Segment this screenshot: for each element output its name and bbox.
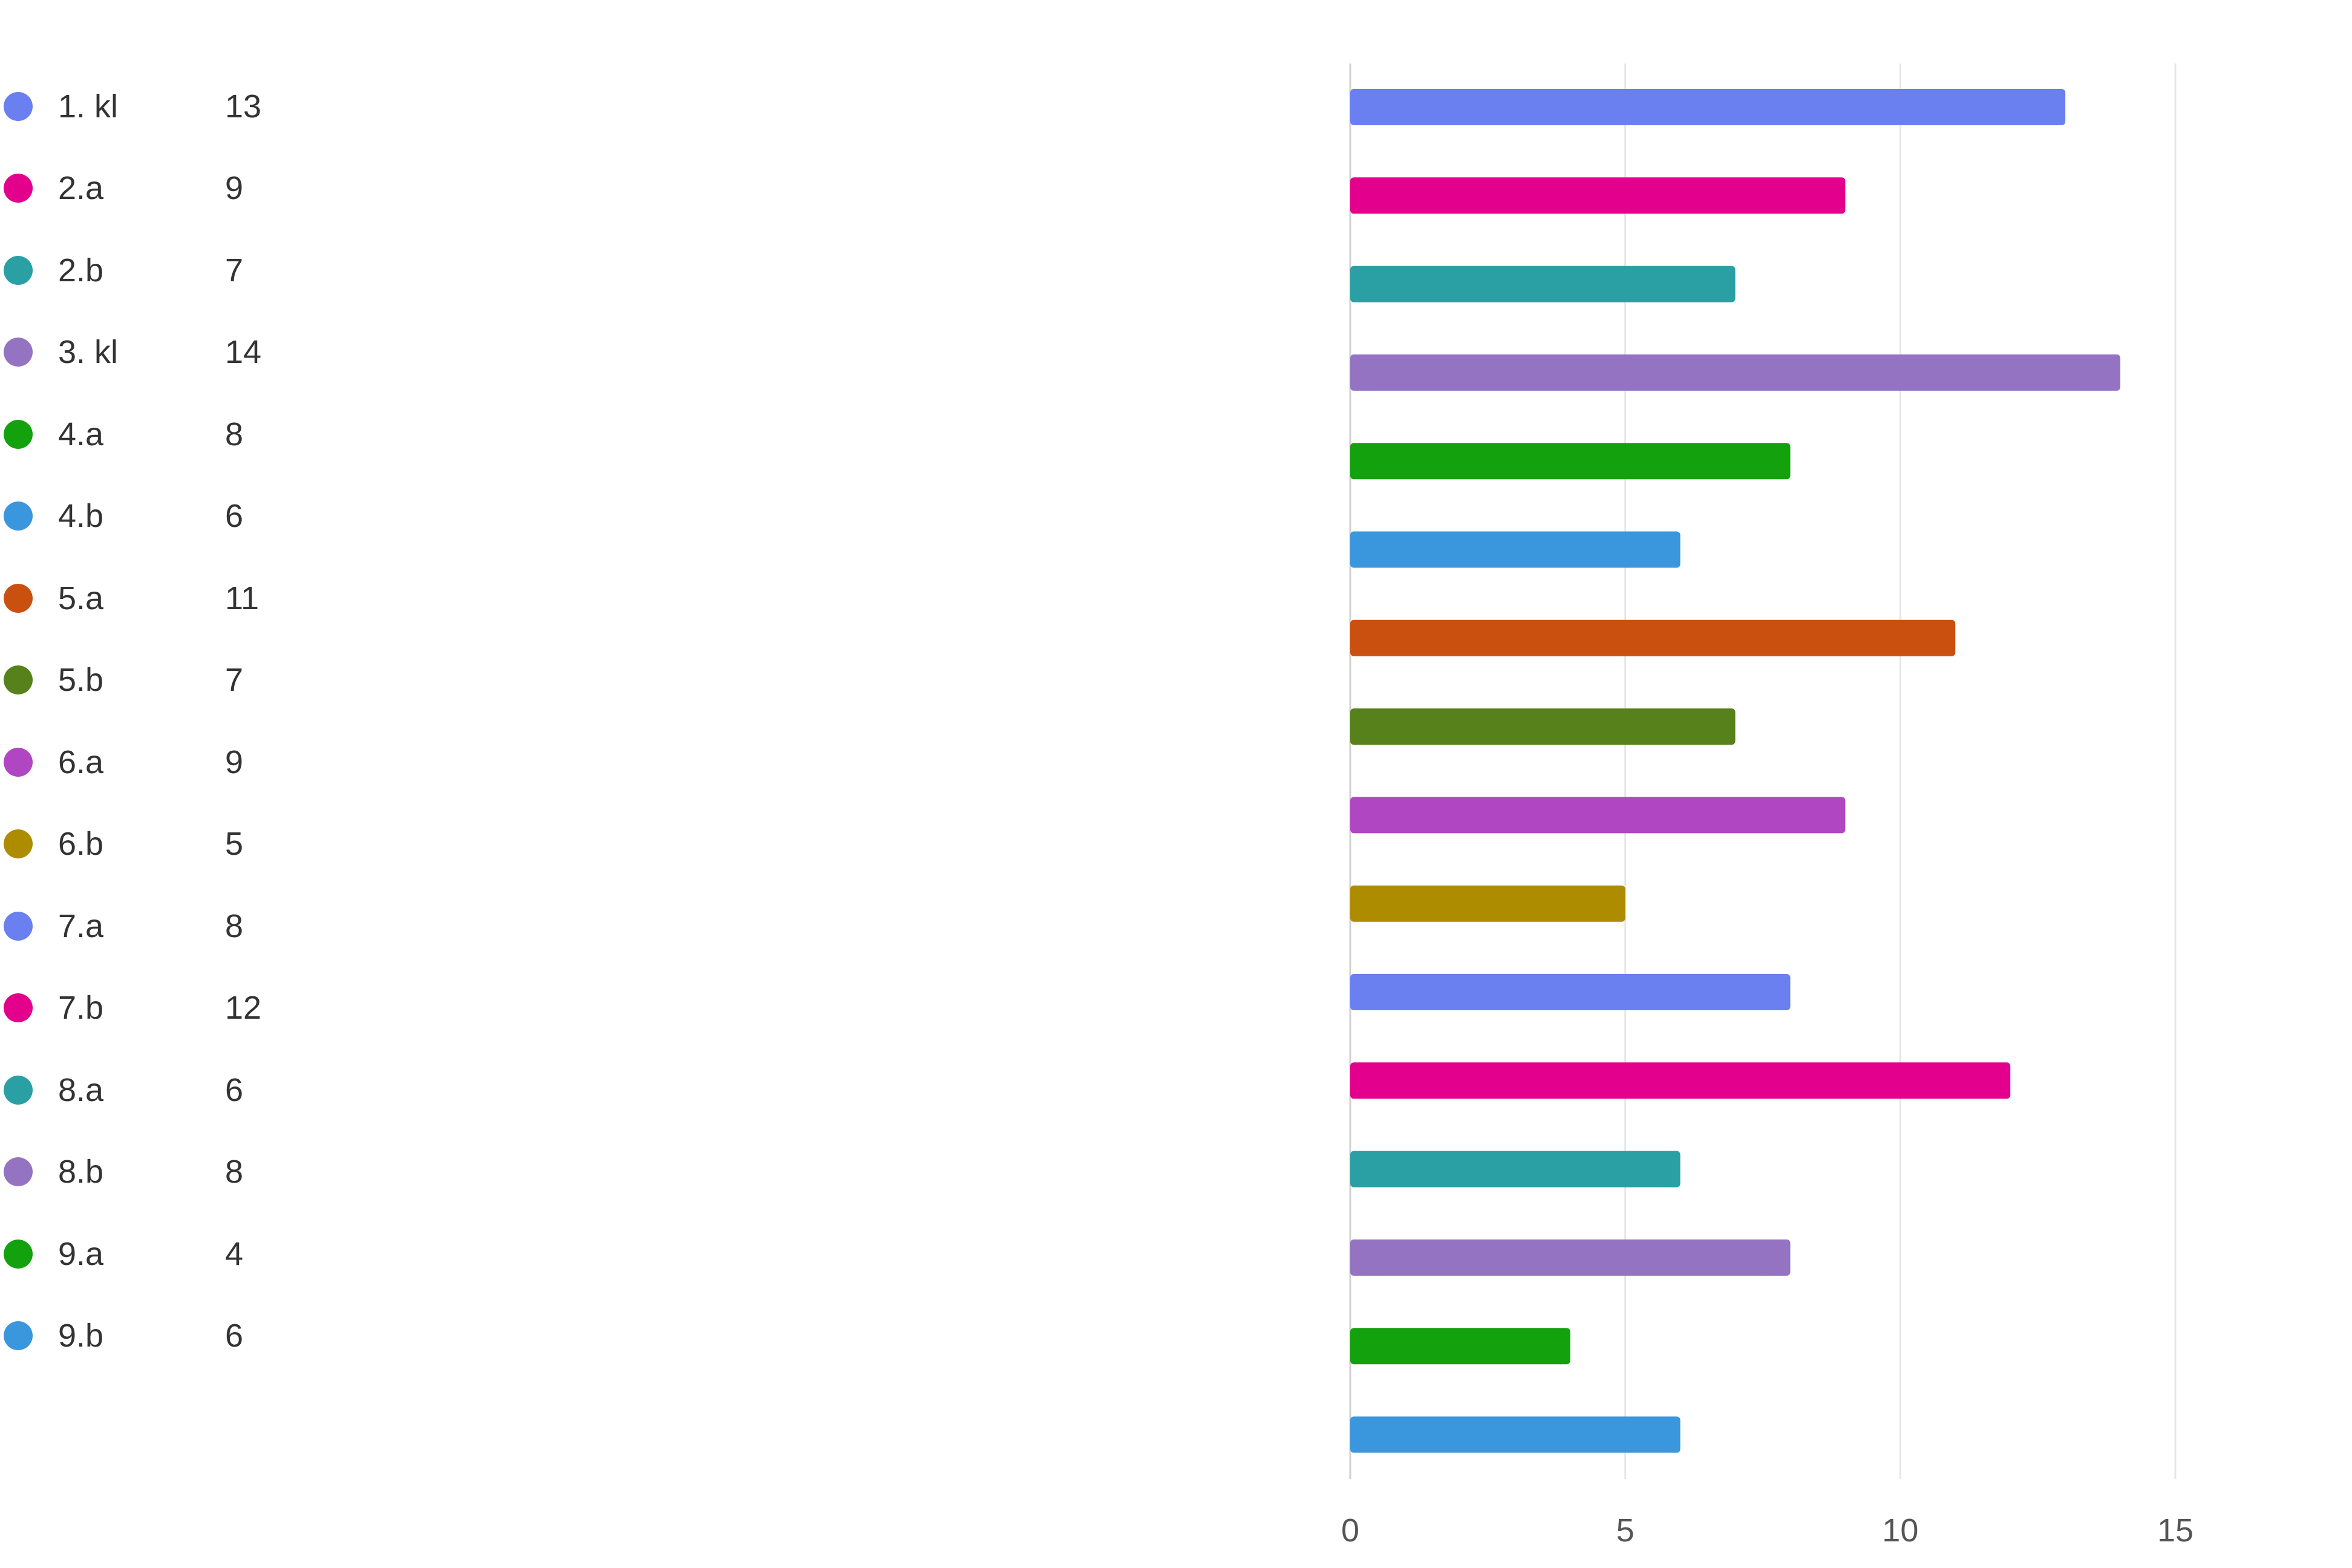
legend-label: 6.a (58, 743, 104, 780)
bar[interactable] (1350, 1151, 1681, 1187)
legend-item[interactable]: 7.a 8 (0, 885, 315, 967)
legend-label: 9.b (58, 1318, 104, 1354)
legend-label: 5.a (58, 580, 104, 616)
legend-marker (4, 1239, 33, 1269)
legend-value: 4 (225, 1235, 244, 1272)
legend-marker (4, 1157, 33, 1186)
bar[interactable] (1350, 1416, 1681, 1453)
bar[interactable] (1350, 708, 1736, 745)
legend-value: 9 (225, 743, 244, 780)
x-tick-label: 15 (2157, 1512, 2194, 1549)
bar[interactable] (1350, 89, 2066, 125)
legend-value: 6 (225, 498, 244, 534)
legend-label: 2.b (58, 252, 104, 289)
legend-item[interactable]: 3. kl 14 (0, 312, 315, 393)
legend-item[interactable]: 2.b 7 (0, 229, 315, 311)
legend-marker (4, 91, 33, 121)
legend-item[interactable]: 7.b 12 (0, 967, 315, 1049)
bar[interactable] (1350, 266, 1736, 302)
legend-value: 11 (225, 580, 260, 616)
legend-marker (4, 419, 33, 449)
legend-label: 7.a (58, 907, 104, 944)
bar[interactable] (1350, 531, 1681, 568)
legend-value: 14 (225, 334, 262, 370)
legend-item[interactable]: 6.b 5 (0, 803, 315, 885)
legend-marker (4, 829, 33, 858)
legend-item[interactable]: 5.b 7 (0, 639, 315, 721)
bar[interactable] (1350, 974, 1791, 1010)
legend-item[interactable]: 9.a 4 (0, 1213, 315, 1295)
legend-item[interactable]: 5.a 11 (0, 557, 315, 639)
bar[interactable] (1350, 443, 1791, 480)
legend-marker (4, 911, 33, 941)
legend-label: 2.a (58, 170, 104, 206)
legend-marker (4, 665, 33, 694)
legend-label: 1. kl (58, 88, 119, 125)
legend-label: 8.a (58, 1071, 104, 1108)
legend-item[interactable]: 9.b 6 (0, 1295, 315, 1377)
legend-label: 9.a (58, 1235, 104, 1272)
legend-marker (4, 1075, 33, 1105)
legend-label: 6.b (58, 826, 104, 862)
bar[interactable] (1350, 1062, 2011, 1099)
legend-value: 8 (225, 416, 244, 452)
legend-label: 4.b (58, 498, 104, 534)
legend-marker (4, 747, 33, 777)
legend-item[interactable]: 2.a 9 (0, 148, 315, 229)
legend-item[interactable]: 1. kl 13 (0, 65, 315, 147)
legend-label: 4.a (58, 416, 104, 452)
x-tick-label: 10 (1882, 1512, 1918, 1549)
legend-marker (4, 1321, 33, 1350)
bar[interactable] (1350, 619, 1956, 656)
legend-value: 7 (225, 252, 244, 289)
legend-marker (4, 501, 33, 531)
bar[interactable] (1350, 885, 1625, 922)
legend-value: 13 (225, 88, 262, 125)
bar[interactable] (1350, 1328, 1570, 1365)
legend-value: 9 (225, 170, 244, 206)
legend-item[interactable]: 6.a 9 (0, 721, 315, 803)
legend-label: 7.b (58, 990, 104, 1026)
bar[interactable] (1350, 177, 1846, 214)
legend-marker (4, 338, 33, 367)
legend-value: 7 (225, 662, 244, 698)
legend-item[interactable]: 8.a 6 (0, 1049, 315, 1131)
legend-value: 6 (225, 1318, 244, 1354)
legend-value: 12 (225, 990, 262, 1026)
legend-item[interactable]: 8.b 8 (0, 1131, 315, 1213)
legend-label: 3. kl (58, 334, 119, 370)
legend-marker (4, 993, 33, 1022)
bar[interactable] (1350, 1239, 1791, 1276)
legend-value: 8 (225, 1154, 244, 1190)
legend-value: 6 (225, 1071, 244, 1108)
x-tick-label: 0 (1341, 1512, 1359, 1549)
chart-legend: 1. kl 13 2.a 9 2.b 7 3. kl 14 4.a 8 4.b 6 5.a 11 5.b 7 6… (0, 0, 315, 1568)
x-tick-label: 5 (1616, 1512, 1635, 1549)
legend-label: 5.b (58, 662, 104, 698)
legend-value: 5 (225, 826, 244, 862)
bar[interactable] (1350, 354, 2121, 391)
legend-marker (4, 583, 33, 613)
legend-value: 8 (225, 907, 244, 944)
bar[interactable] (1350, 797, 1846, 834)
legend-label: 8.b (58, 1154, 104, 1190)
legend-item[interactable]: 4.b 6 (0, 475, 315, 557)
legend-marker (4, 174, 33, 203)
legend-item[interactable]: 4.a 8 (0, 393, 315, 475)
legend-marker (4, 255, 33, 285)
